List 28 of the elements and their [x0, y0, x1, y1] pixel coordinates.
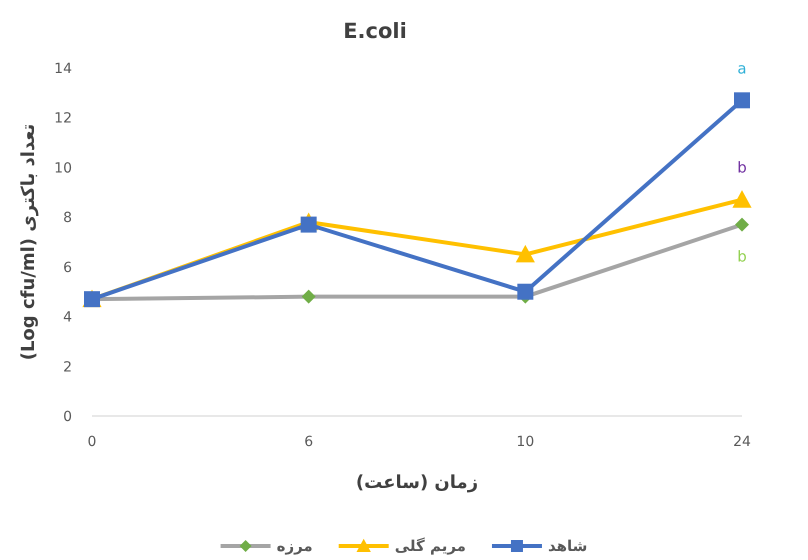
point: [516, 244, 535, 262]
point: [300, 216, 317, 233]
point: [517, 284, 534, 300]
annotation: b: [737, 158, 747, 177]
point: [302, 290, 316, 304]
x-axis-title: زمان (ساعت): [356, 472, 478, 493]
y-tick-label: 2: [63, 359, 72, 376]
y-tick-label: 8: [63, 210, 72, 226]
y-axis-title: تعداد باکتری (Log cfu/ml): [18, 124, 39, 360]
y-tick-label: 4: [63, 310, 72, 326]
x-tick-label: 0: [88, 434, 96, 450]
annotation: b: [737, 248, 747, 266]
point: [732, 190, 752, 208]
point: [735, 218, 749, 232]
y-tick-label: 6: [63, 260, 72, 276]
x-tick-label: 10: [516, 434, 534, 450]
legend-label: شاهد: [548, 537, 588, 555]
y-tick-label: 10: [54, 160, 72, 176]
x-tick-label: 24: [733, 434, 751, 450]
y-tick-label: 14: [54, 61, 72, 77]
chart-title: E.coli: [343, 19, 407, 43]
y-tick-label: 0: [63, 409, 72, 425]
point: [734, 92, 750, 108]
y-tick-label: 12: [54, 110, 72, 127]
legend-label: مرزه: [276, 537, 313, 555]
x-tick-label: 6: [304, 434, 314, 450]
annotation: a: [737, 59, 747, 78]
legend-label: مریم گلی: [394, 537, 466, 555]
